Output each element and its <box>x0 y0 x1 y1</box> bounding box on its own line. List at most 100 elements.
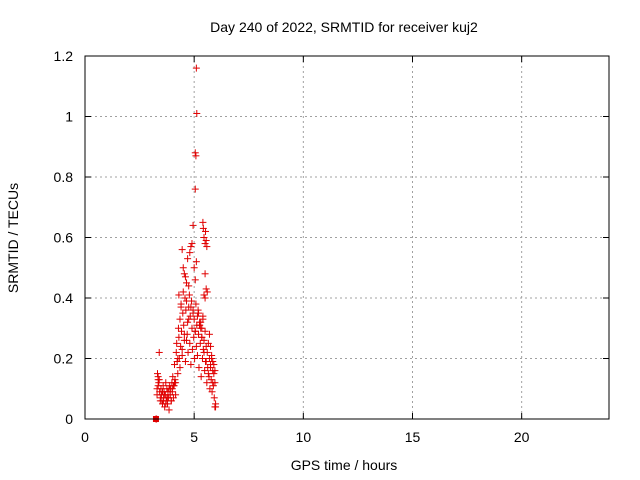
data-point <box>162 400 170 408</box>
data-point <box>191 185 199 193</box>
data-point <box>208 355 216 362</box>
data-point <box>196 339 204 347</box>
data-point <box>174 355 182 362</box>
data-point <box>193 109 201 117</box>
x-tick-label: 15 <box>405 429 421 445</box>
data-point <box>202 285 210 293</box>
data-point <box>192 258 200 266</box>
data-point <box>154 373 162 381</box>
data-point <box>188 240 196 248</box>
data-point <box>180 321 188 329</box>
data-point <box>175 291 183 299</box>
data-point <box>176 364 184 372</box>
data-point <box>177 342 185 350</box>
data-point <box>199 218 207 226</box>
y-tick-label: 0.4 <box>54 290 74 306</box>
data-point <box>205 330 213 338</box>
data-point <box>180 330 188 338</box>
data-point <box>179 309 187 317</box>
data-point <box>168 385 176 393</box>
data-point <box>190 264 198 272</box>
data-point <box>195 309 203 317</box>
data-point <box>165 406 173 414</box>
data-point <box>191 149 199 157</box>
data-point <box>202 358 210 366</box>
data-point <box>186 249 194 257</box>
x-tick-label: 0 <box>81 429 89 445</box>
data-point <box>203 243 211 251</box>
data-point <box>191 327 199 335</box>
data-point <box>186 339 194 347</box>
y-tick-label: 1 <box>65 109 73 125</box>
data-point <box>198 355 206 362</box>
data-point <box>184 318 192 326</box>
data-point <box>188 324 196 332</box>
data-point <box>174 324 182 332</box>
data-point <box>201 327 209 335</box>
data-point <box>201 270 209 278</box>
data-point <box>201 240 209 248</box>
data-point <box>192 152 200 160</box>
data-point <box>187 243 195 251</box>
x-tick-label: 5 <box>190 429 198 445</box>
data-point <box>202 237 210 245</box>
data-point <box>173 339 181 347</box>
data-point <box>187 361 195 369</box>
data-point <box>181 273 189 281</box>
data-point <box>193 351 201 359</box>
data-point <box>201 367 209 375</box>
data-point <box>162 379 170 387</box>
data-point <box>195 364 203 372</box>
data-point <box>210 361 218 369</box>
data-point <box>177 303 185 311</box>
data-point <box>167 397 175 405</box>
data-point <box>174 370 182 378</box>
data-point <box>153 391 161 399</box>
x-axis-label: GPS time / hours <box>291 457 398 473</box>
data-point <box>198 333 206 341</box>
data-point <box>208 388 216 396</box>
data-point <box>192 342 200 350</box>
data-point <box>178 351 186 359</box>
data-point <box>184 348 192 356</box>
data-point <box>189 306 197 314</box>
data-point <box>190 333 198 341</box>
data-point <box>203 379 211 387</box>
data-point <box>178 345 186 353</box>
data-point <box>200 291 208 299</box>
data-point <box>191 276 199 284</box>
data-point <box>204 370 212 378</box>
data-point <box>186 312 194 320</box>
grid <box>85 56 609 419</box>
data-point <box>178 246 186 254</box>
data-point <box>207 364 215 372</box>
data-point <box>155 348 163 356</box>
data-point <box>185 282 193 290</box>
data-point <box>175 333 183 341</box>
data-point <box>199 312 207 320</box>
data-point <box>161 403 169 411</box>
data-point <box>192 300 200 308</box>
x-tick-label: 20 <box>514 429 530 445</box>
data-point <box>179 288 187 296</box>
data-point <box>189 221 197 229</box>
data-point <box>201 294 209 302</box>
data-point <box>202 227 210 235</box>
data-point <box>197 373 205 381</box>
data-point <box>198 324 206 332</box>
data-point <box>178 327 186 335</box>
data-point <box>185 291 193 299</box>
y-axis-label: SRMTID / TECUs <box>5 183 21 293</box>
data-point <box>209 382 217 390</box>
data-point <box>153 370 161 378</box>
data-point <box>176 315 184 323</box>
x-tick-label: 10 <box>296 429 312 445</box>
data-point <box>179 264 187 272</box>
data-point <box>180 270 188 278</box>
tick-labels: 0 5 10 15 20 0 0.2 0.4 0.6 0.8 1 1.2 <box>54 48 530 445</box>
data-point <box>183 336 191 344</box>
data-point <box>183 297 191 305</box>
data-point <box>185 315 193 323</box>
data-point <box>210 394 218 402</box>
